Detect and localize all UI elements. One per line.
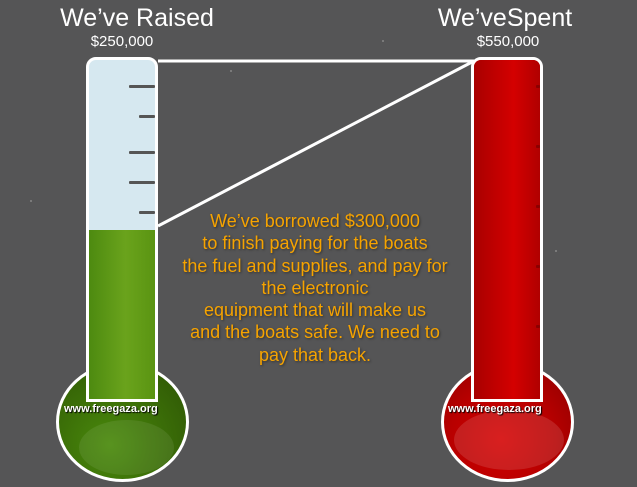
bg-dot — [555, 250, 557, 252]
spent-thermometer-bulb — [441, 362, 574, 482]
raised-fill-level — [89, 229, 155, 399]
spent-title: We’veSpent — [437, 4, 573, 32]
bg-dot — [230, 70, 232, 72]
message-line: and the boats safe. We need to — [190, 322, 440, 343]
thermometer-tick — [139, 115, 155, 118]
spent-fill-level — [474, 60, 540, 399]
thermometer-tick — [536, 205, 540, 208]
bg-dot — [382, 40, 384, 42]
thermometer-tick — [536, 145, 540, 148]
borrowed-message: We’ve borrowed $300,000 to finish paying… — [155, 210, 475, 366]
raised-thermometer-tube — [86, 57, 158, 402]
thermometer-tick — [536, 85, 540, 88]
spent-amount: $550,000 — [476, 33, 540, 50]
message-line: the fuel and supplies, and pay for — [182, 255, 448, 276]
raised-amount: $250,000 — [90, 33, 154, 50]
message-line: equipment that will make us — [203, 300, 427, 321]
message-line: to finish paying for the boats — [202, 233, 428, 254]
thermometer-tick — [129, 85, 155, 88]
message-line: pay that back. — [258, 344, 372, 365]
thermometer-tick — [536, 325, 540, 328]
bg-dot — [30, 200, 32, 202]
message-line: We’ve borrowed $300,000 — [210, 211, 420, 231]
raised-bulb-label: www.freegaza.org — [64, 403, 158, 415]
spent-thermometer-tube — [471, 57, 543, 402]
message-line: the electronic — [261, 277, 369, 298]
spent-bulb-label: www.freegaza.org — [448, 403, 542, 415]
thermometer-tick — [129, 151, 155, 154]
thermometer-tick — [139, 211, 155, 214]
thermometer-tick — [129, 181, 155, 184]
raised-title: We’ve Raised — [60, 4, 214, 32]
thermometer-tick — [536, 265, 540, 268]
